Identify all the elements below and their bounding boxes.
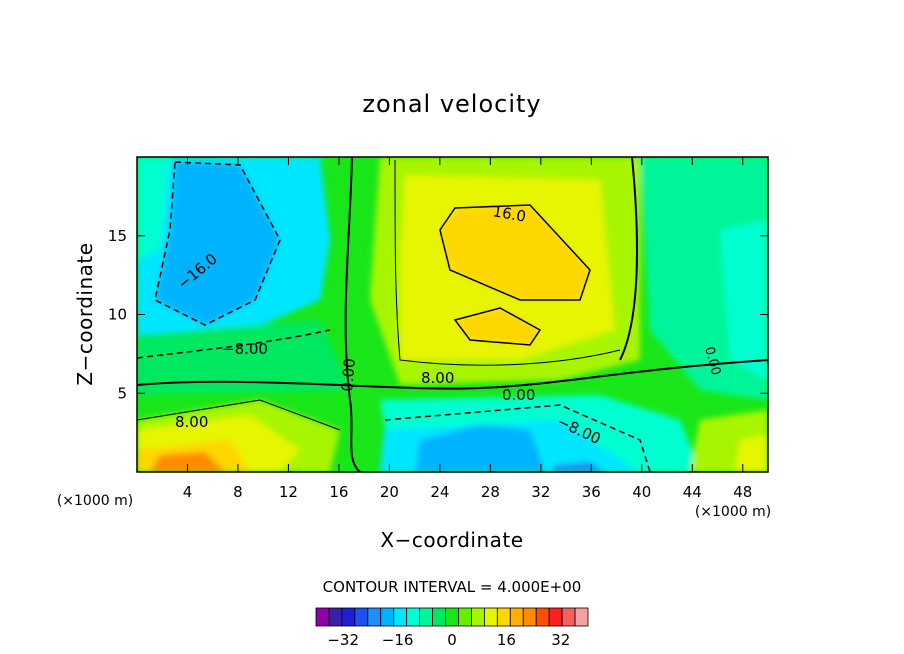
x-tick-label: 20 xyxy=(380,483,399,501)
x-tick-label: 40 xyxy=(632,483,651,501)
colorbar-swatch xyxy=(458,607,472,627)
x-tick-label: 44 xyxy=(683,483,702,501)
x-axis-label: X−coordinate xyxy=(380,528,523,552)
field-green-band xyxy=(137,320,350,395)
colorbar-tick-label: 16 xyxy=(497,631,516,649)
contour-8-lowleft xyxy=(137,399,341,431)
colorbar-swatch xyxy=(367,607,382,627)
colorbar xyxy=(315,607,589,627)
field-aqua-left-edge xyxy=(137,157,170,260)
contour-label-zero-vertical: 0.00 xyxy=(338,358,359,393)
contour-label-zero-right: 0.00 xyxy=(701,345,723,377)
colorbar-swatch xyxy=(380,607,395,627)
x-unit-right: (×1000 m) xyxy=(695,504,771,520)
x-unit-left: (×1000 m) xyxy=(57,493,133,509)
field-mint-right xyxy=(720,220,768,380)
chart-title: zonal velocity xyxy=(362,90,541,118)
contour-neg16-loop xyxy=(154,161,281,326)
colorbar-swatch xyxy=(574,607,589,627)
contour-zero-line xyxy=(344,157,361,472)
field-blue-basin xyxy=(415,425,545,472)
y-axis-ticks: 5 10 15 xyxy=(108,227,768,402)
field-blue-left xyxy=(155,162,280,325)
contour-field xyxy=(137,157,768,472)
colorbar-swatch xyxy=(445,607,459,627)
contour-lines xyxy=(137,157,768,472)
y-tick-label: 15 xyxy=(108,227,127,245)
colorbar-swatch xyxy=(483,607,498,627)
y-axis-label: Z−coordinate xyxy=(73,242,97,385)
x-tick-label: 36 xyxy=(582,483,601,501)
x-tick-label: 24 xyxy=(430,483,449,501)
colorbar-swatch xyxy=(496,607,511,627)
field-orange-lower xyxy=(455,308,540,345)
colorbar-swatch xyxy=(522,607,537,627)
contour-zero-horizontal xyxy=(137,359,768,390)
colorbar-swatch xyxy=(419,607,433,627)
x-tick-label: 32 xyxy=(531,483,550,501)
contour-zero-right xyxy=(619,157,638,361)
colorbar-swatch xyxy=(509,607,524,627)
colorbar-swatch xyxy=(315,607,330,627)
colorbar-swatch xyxy=(354,607,369,627)
colorbar-swatch xyxy=(328,607,343,627)
colorbar-swatch xyxy=(341,607,356,627)
y-tick-label: 5 xyxy=(117,384,127,402)
x-tick-label: 4 xyxy=(183,483,193,501)
field-orange-upper xyxy=(440,205,590,300)
contour-label-neg8: −8.00 xyxy=(222,340,268,358)
x-tick-label: 28 xyxy=(481,483,500,501)
contour-label-16-top: 16.0 xyxy=(491,202,527,226)
colorbar-swatch xyxy=(393,607,408,627)
contour-16-lower xyxy=(453,307,542,346)
x-tick-label: 8 xyxy=(233,483,243,501)
x-axis-ticks: 4 8 12 16 20 24 28 32 36 40 44 48 xyxy=(183,157,752,501)
colorbar-tick-label: 32 xyxy=(551,631,570,649)
colorbar-tick-label: 0 xyxy=(447,631,457,649)
x-tick-label: 16 xyxy=(329,483,348,501)
colorbar-swatch xyxy=(535,607,550,627)
colorbar-tick-label: −16 xyxy=(382,631,414,649)
colorbar-tick-label: −32 xyxy=(327,631,359,649)
colorbar-swatch xyxy=(548,607,563,627)
field-yellow-lowright xyxy=(735,435,768,472)
contour-label-8-center: 8.00 xyxy=(421,369,454,387)
colorbar-swatch xyxy=(561,607,576,627)
contour-interval-note: CONTOUR INTERVAL = 4.000E+00 xyxy=(323,578,582,596)
contour-16-loop xyxy=(439,204,591,301)
colorbar-ticks: −32 −16 0 16 32 xyxy=(327,631,570,649)
contour-neg8-line xyxy=(137,329,331,359)
contour-8-line xyxy=(394,159,621,366)
colorbar-swatch xyxy=(471,607,485,627)
x-tick-label: 48 xyxy=(733,483,752,501)
contour-label-8-lowleft: 8.00 xyxy=(175,413,208,431)
x-tick-label: 12 xyxy=(279,483,298,501)
field-orange-lowleft xyxy=(150,452,225,472)
colorbar-swatch xyxy=(432,607,446,627)
y-tick-label: 10 xyxy=(108,306,127,324)
colorbar-swatch xyxy=(406,607,421,627)
contour-label-zero-center: 0.00 xyxy=(502,386,535,404)
